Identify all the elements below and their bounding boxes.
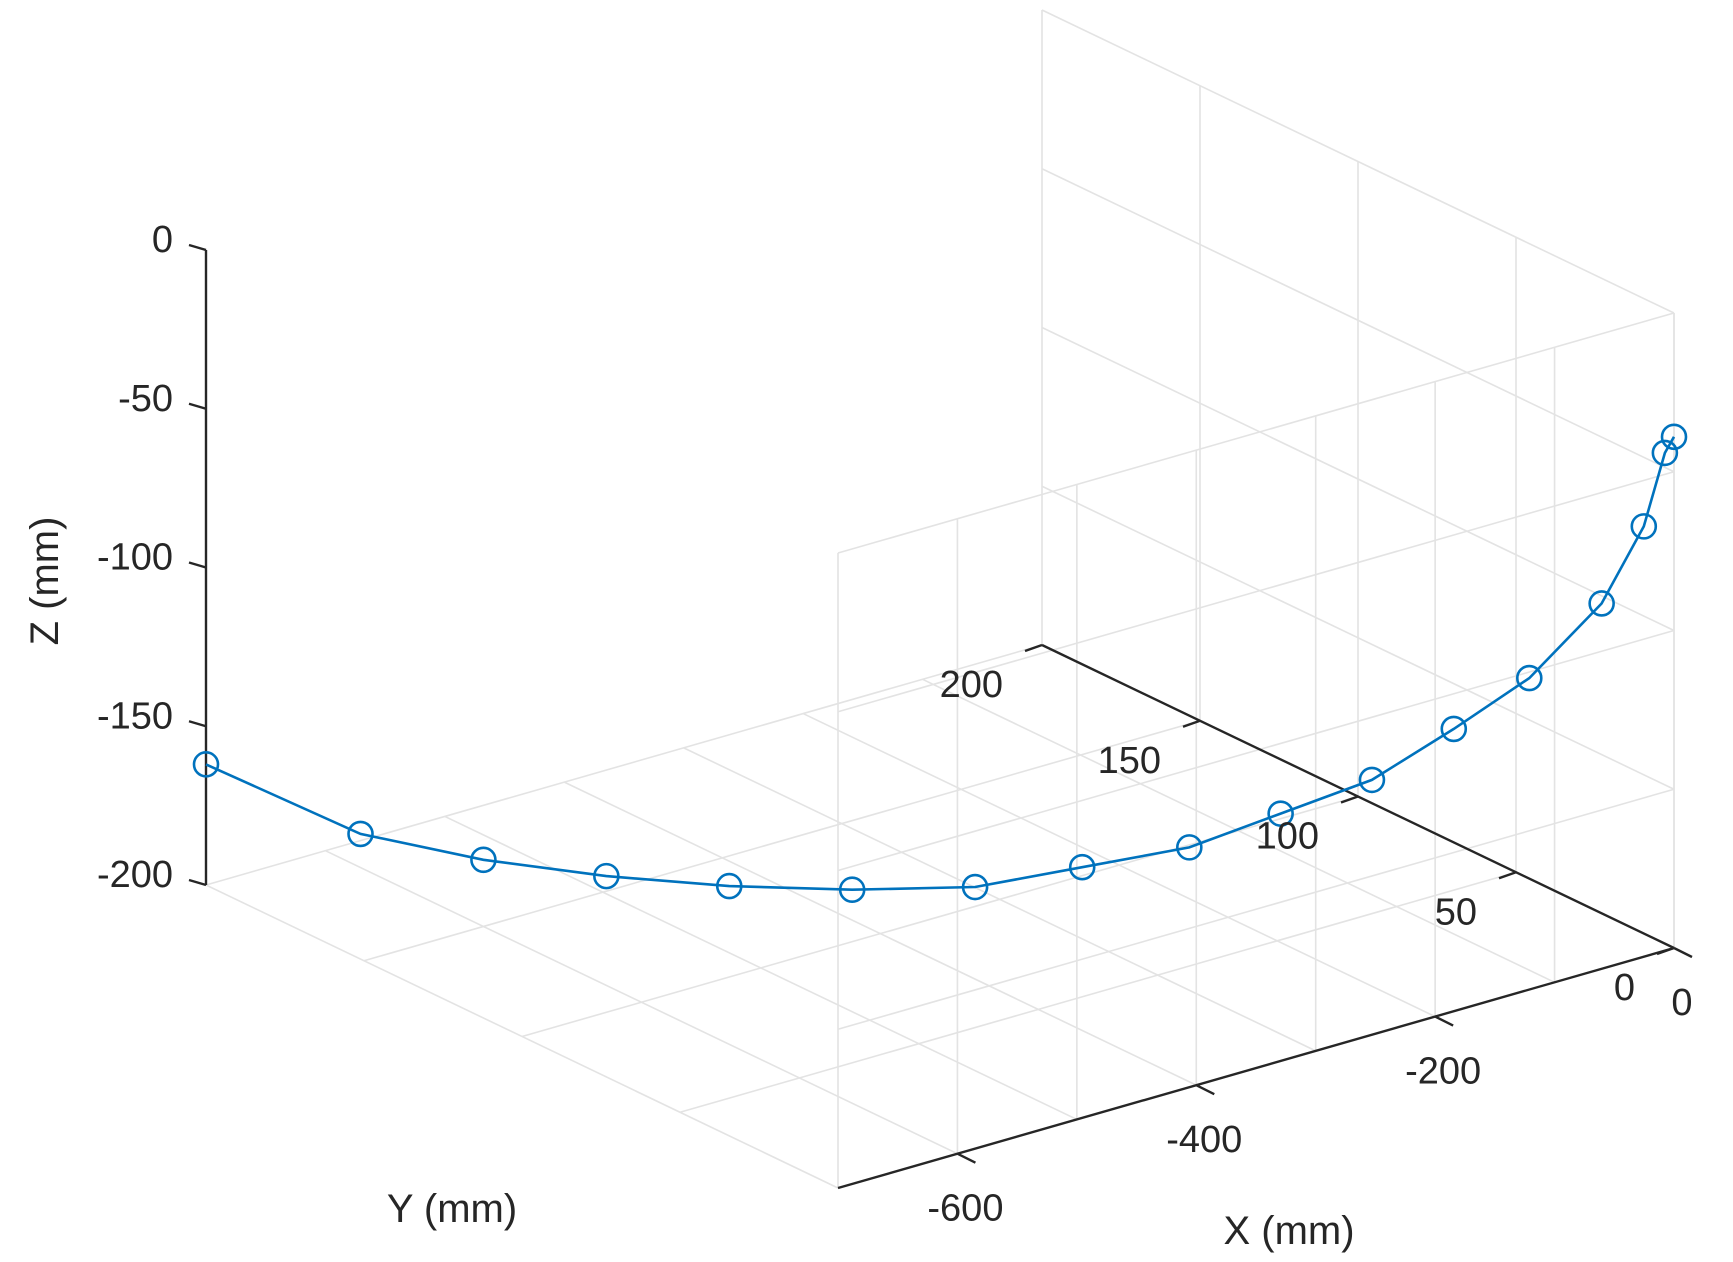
x-tick-label: -600 xyxy=(927,1188,1003,1230)
grid-line-backwall-z xyxy=(837,470,1675,713)
data-point-marker xyxy=(470,846,497,874)
z-tick-label: -100 xyxy=(97,537,173,579)
data-point-marker xyxy=(838,876,866,904)
data-point-marker xyxy=(1440,715,1468,743)
grid-line-floor-y xyxy=(205,644,1043,886)
x-tick-label: 0 xyxy=(1671,982,1692,1024)
data-point-marker xyxy=(1176,834,1203,861)
x-tick-mark xyxy=(1195,1084,1215,1096)
data-point-marker xyxy=(1630,513,1658,540)
data-point-marker xyxy=(1660,423,1688,451)
grid-line-sidewall-z xyxy=(1041,326,1675,632)
tick-labels: -600-400-2000050100150200-200-150-100-50… xyxy=(97,219,1693,1230)
z-tick-label: -150 xyxy=(97,695,173,737)
series-line xyxy=(205,436,1676,892)
y-tick-label: 150 xyxy=(1098,740,1161,782)
x-axis-title: X (mm) xyxy=(1223,1209,1354,1253)
x-tick-label: -400 xyxy=(1166,1119,1242,1161)
data-point-marker xyxy=(593,862,620,890)
z-tick-label: 0 xyxy=(152,219,173,261)
grid-line-sidewall-z xyxy=(1041,168,1675,473)
data-point-marker xyxy=(1358,766,1386,794)
data-series xyxy=(192,423,1688,904)
y-tick-mark xyxy=(1182,719,1201,728)
y-tick-label: 0 xyxy=(1614,967,1635,1009)
z-tick-label: -200 xyxy=(97,854,173,896)
x-tick-mark xyxy=(1434,1015,1454,1027)
z-axis-title: Z (mm) xyxy=(23,517,67,646)
grid-line-backwall-z xyxy=(837,312,1675,554)
z-tick-mark xyxy=(188,720,207,728)
grid-line-sidewall-z xyxy=(1041,485,1675,790)
x-tick-label: -200 xyxy=(1405,1051,1481,1093)
z-tick-mark xyxy=(188,243,207,252)
y-tick-label: 100 xyxy=(1256,816,1319,858)
z-tick-mark xyxy=(188,561,207,569)
data-point-marker xyxy=(1588,590,1615,617)
data-point-marker xyxy=(961,873,989,901)
z-tick-label: -50 xyxy=(118,378,173,420)
y-tick-label: 200 xyxy=(940,664,1003,706)
data-point-marker xyxy=(1267,800,1294,827)
y-tick-label: 50 xyxy=(1435,891,1477,933)
axes xyxy=(188,243,1693,1190)
x-axis-line xyxy=(837,946,1675,1190)
z-tick-mark xyxy=(188,878,207,887)
data-point-marker xyxy=(192,751,220,778)
grid-line-floor-y xyxy=(679,871,1517,1114)
y-tick-mark xyxy=(1498,871,1517,880)
z-tick-mark xyxy=(188,402,207,410)
y-tick-mark xyxy=(1656,946,1675,956)
data-point-marker xyxy=(715,872,743,900)
y-tick-mark xyxy=(1024,643,1043,653)
y-axis-title: Y (mm) xyxy=(387,1187,517,1231)
data-point-marker xyxy=(1651,439,1679,467)
data-point-marker xyxy=(1515,664,1543,692)
data-point-marker xyxy=(347,820,374,848)
grid-line-sidewall-z xyxy=(1041,9,1675,314)
grid-line-floor-y xyxy=(363,719,1201,962)
y-tick-mark xyxy=(1340,795,1359,804)
x-tick-mark xyxy=(1673,946,1693,959)
grid-line-backwall-z xyxy=(837,629,1675,872)
grid-line-backwall-z xyxy=(837,788,1675,1031)
data-point-marker xyxy=(1068,853,1096,881)
x-tick-mark xyxy=(956,1152,976,1164)
